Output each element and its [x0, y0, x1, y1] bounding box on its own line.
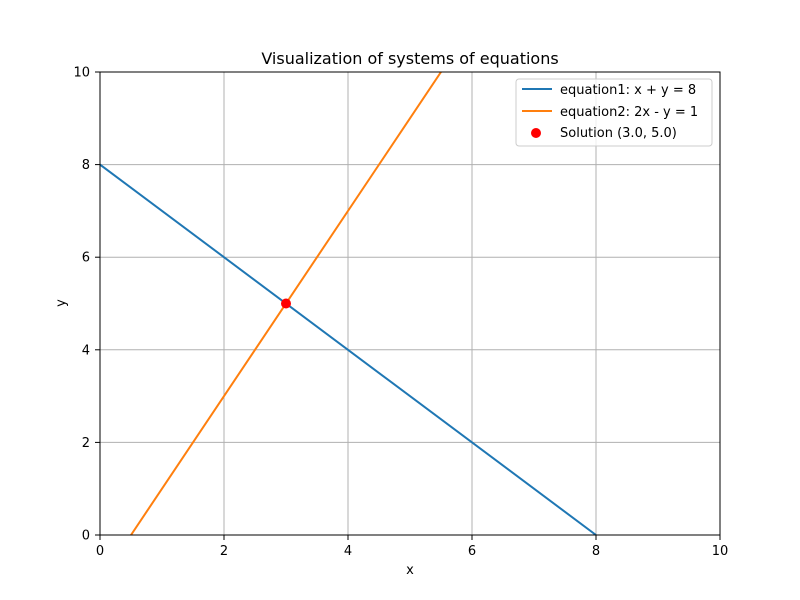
grid-layer: [99, 71, 721, 536]
y-tick-label-0: 0: [82, 529, 90, 544]
legend-marker-solution: [531, 128, 541, 138]
plot-frame: [99, 71, 721, 536]
x-tick-label-2: 2: [220, 544, 228, 559]
tick-layer: 0 2 4 6 8 10 0 2 4 6 8 10: [73, 66, 728, 560]
legend: equation1: x + y = 8 equation2: 2x - y =…: [515, 78, 713, 147]
chart-title: Visualization of systems of equations: [261, 49, 558, 68]
series-layer: [100, 72, 597, 535]
y-tick-label-8: 8: [82, 158, 90, 173]
axes-layer: [99, 71, 721, 536]
legend-label-solution: Solution (3.0, 5.0): [560, 126, 677, 141]
x-tick-label-0: 0: [96, 544, 104, 559]
y-tick-label-4: 4: [82, 343, 90, 358]
x-axis-label: x: [406, 563, 414, 578]
legend-label-equation2: equation2: 2x - y = 1: [560, 105, 698, 120]
legend-label-equation1: equation1: x + y = 8: [560, 83, 696, 98]
x-tick-label-6: 6: [468, 544, 476, 559]
y-tick-label-2: 2: [82, 436, 90, 451]
y-axis-label: y: [54, 299, 69, 307]
y-tick-label-6: 6: [82, 251, 90, 266]
legend-box: [515, 78, 713, 147]
y-tick-label-10: 10: [73, 66, 90, 81]
series-line-1: [100, 163, 597, 535]
x-tick-label-4: 4: [344, 544, 352, 559]
x-tick-label-10: 10: [712, 544, 729, 559]
x-tick-label-8: 8: [592, 544, 600, 559]
solution-point: [281, 298, 291, 309]
